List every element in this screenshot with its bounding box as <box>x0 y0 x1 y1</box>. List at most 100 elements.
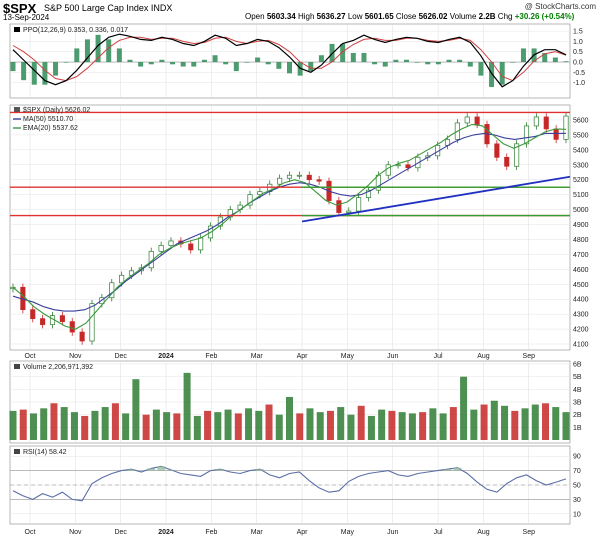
volume-bar <box>193 415 201 440</box>
ppo-histogram-bar <box>489 62 495 87</box>
price-candle <box>543 116 549 130</box>
high-value: 5636.27 <box>316 12 346 21</box>
xtick-bottom-Dec: Dec <box>114 529 127 536</box>
price-candle <box>257 191 263 195</box>
ppo-histogram-bar <box>84 39 90 63</box>
volume-bar <box>101 407 109 440</box>
volume-bar <box>183 372 191 440</box>
volume-label: Volume <box>449 12 477 21</box>
volume-bar <box>326 410 334 440</box>
price-candle <box>395 164 401 167</box>
price-candle <box>533 116 539 127</box>
ppo-histogram-bar <box>340 43 346 63</box>
price-candle <box>286 174 293 179</box>
ppo-histogram-bar <box>106 39 112 63</box>
price-candle <box>188 243 194 251</box>
ppo-title: PPO(12,26,9) 0.353, 0.336, 0.017 <box>23 27 128 34</box>
rsi-overbought-fill <box>167 469 175 471</box>
volume-bar <box>122 413 130 440</box>
ytick-vol-2B: 2B <box>573 412 582 419</box>
ppo-histogram-bar <box>510 62 516 63</box>
ppo-signal-line <box>12 36 567 82</box>
volume-bar <box>29 413 37 440</box>
price-candle <box>168 240 174 246</box>
rsi-title: RSI(14) 58.42 <box>23 449 67 456</box>
volume-bar <box>531 404 539 440</box>
ytick-vol-4B: 4B <box>573 387 582 394</box>
volume-bar <box>501 405 509 440</box>
ema20-line <box>12 123 567 330</box>
ma50-line <box>12 132 567 312</box>
volume-bar <box>347 414 355 440</box>
ppo-histogram-bar <box>563 61 569 63</box>
volume-bar <box>562 412 570 440</box>
volume-bar <box>40 408 48 440</box>
price-candle <box>514 143 520 167</box>
volume-bar <box>286 396 293 440</box>
volume-bar <box>460 376 468 440</box>
price-candle <box>365 189 372 198</box>
ppo-histogram-bar <box>255 57 261 63</box>
ppo-histogram-bar <box>276 62 282 69</box>
ytick-price-5600: 5600 <box>573 117 589 124</box>
volume-bar <box>132 379 140 440</box>
xtick-bottom-Jul: Jul <box>434 529 443 536</box>
price-candle <box>375 174 381 191</box>
volume-bar <box>429 408 437 440</box>
ppo-histogram-bar <box>350 52 356 63</box>
rsi-overbought-fill <box>443 469 452 471</box>
ytick-price-4800: 4800 <box>573 237 589 244</box>
xtick-price-Jul: Jul <box>434 353 443 360</box>
price-candle <box>563 115 569 140</box>
xtick-bottom-Oct: Oct <box>25 529 36 536</box>
ytick-ppo--1.0: -1.0 <box>573 80 585 87</box>
volume-bar <box>419 412 427 440</box>
price-candle <box>464 116 470 124</box>
trendline <box>301 175 571 223</box>
ytick-ppo-0.0: 0.0 <box>573 60 583 67</box>
ytick-price-5000: 5000 <box>573 207 589 214</box>
xtick-bottom-May: May <box>341 529 355 536</box>
xtick-price-Apr: Apr <box>297 353 309 360</box>
volume-bar <box>173 413 181 440</box>
volume-bar <box>19 409 27 440</box>
volume-bar <box>449 407 457 440</box>
price-candle <box>277 177 283 185</box>
price-candle <box>494 143 500 158</box>
xtick-price-Jun: Jun <box>387 353 398 360</box>
credit-link[interactable]: @ StockCharts.com <box>524 2 596 11</box>
xtick-price-Sep: Sep <box>523 353 536 360</box>
price-candle <box>316 179 322 182</box>
ppo-histogram-bar <box>287 62 292 74</box>
ytick-price-4500: 4500 <box>573 282 589 289</box>
price-candle <box>523 125 530 145</box>
ppo-histogram-bar <box>95 34 101 63</box>
ppo-histogram-bar <box>138 62 144 67</box>
price-candle <box>89 303 95 342</box>
volume-bar <box>316 412 324 440</box>
ytick-price-5100: 5100 <box>573 192 589 199</box>
volume-bar <box>50 403 58 440</box>
ppo-histogram-bar <box>63 62 69 63</box>
price-candle <box>59 315 65 322</box>
rsi-overbought-fill <box>147 468 156 471</box>
chart-header: $SPX S&P 500 Large Cap Index INDX 13-Sep… <box>0 0 600 24</box>
close-label: Close <box>395 12 417 21</box>
ppo-histogram-bar <box>31 62 37 85</box>
volume-bar <box>224 409 232 440</box>
price-candle <box>504 156 510 167</box>
ppo-histogram-bar <box>180 62 186 67</box>
xtick-bottom-Nov: Nov <box>69 529 82 536</box>
volume-bar <box>234 413 242 440</box>
ytick-rsi-90: 90 <box>573 454 581 461</box>
volume-bar <box>9 410 17 440</box>
ppo-histogram-bar <box>148 62 154 65</box>
volume-bar <box>255 410 263 440</box>
volume-bar <box>367 415 375 440</box>
ppo-histogram-bar <box>53 62 59 76</box>
chg-value: +30.26 (+0.54%) <box>514 12 575 21</box>
ppo-histogram-bar <box>233 62 239 72</box>
ppo-histogram-bar <box>201 59 207 63</box>
ppo-histogram-bar <box>478 62 484 76</box>
